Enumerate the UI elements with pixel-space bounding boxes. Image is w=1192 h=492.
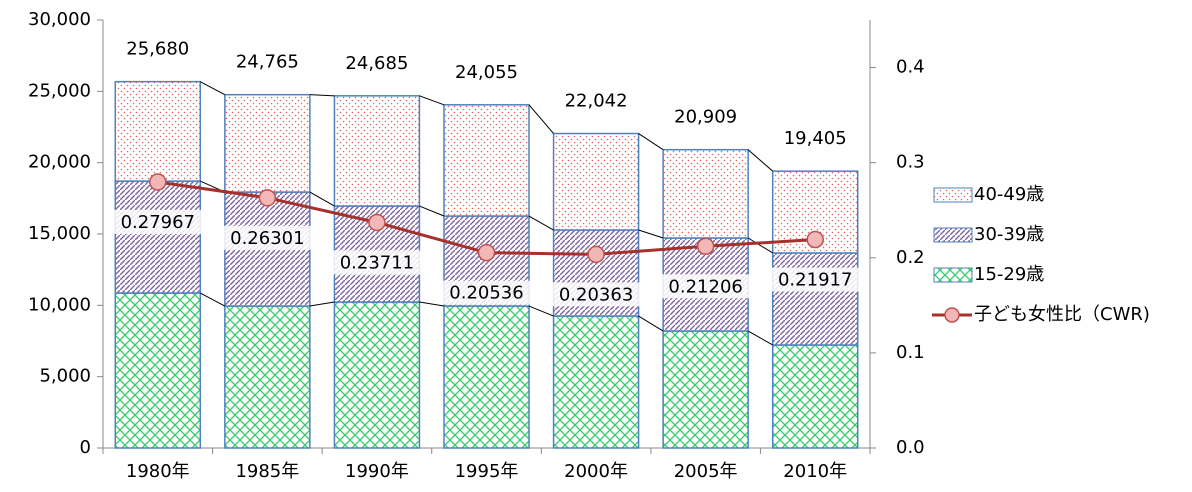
legend-label: 子ども女性比（CWR) <box>974 304 1150 325</box>
x-tick-label: 1990年 <box>345 461 409 482</box>
series-connector <box>747 237 773 254</box>
bar-segment <box>443 104 530 217</box>
legend-label: 40-49歳 <box>974 184 1044 205</box>
series-connector <box>419 95 445 106</box>
bar-segment <box>114 80 202 182</box>
x-tick-label: 2000年 <box>564 461 628 482</box>
y2-tick-label: 0.0 <box>896 437 925 458</box>
line-marker <box>258 189 277 207</box>
label-bg <box>441 280 532 305</box>
legend-label: 30-39歳 <box>974 224 1044 245</box>
bar-segment <box>771 344 859 449</box>
legend-label: 15-29歳 <box>974 264 1044 285</box>
y-tick-label: 5,000 <box>39 366 91 387</box>
series-connector <box>309 191 335 207</box>
series-connector <box>200 292 226 307</box>
bar-segment <box>114 180 202 294</box>
total-label: 19,405 <box>784 128 847 149</box>
bar-segment <box>224 305 311 449</box>
label-bg <box>660 274 751 299</box>
line-marker <box>149 173 167 191</box>
bar-segment <box>333 95 421 207</box>
bar-segment <box>552 132 640 231</box>
x-tick-label: 2005年 <box>674 461 738 482</box>
total-label: 24,765 <box>236 52 299 73</box>
bar-segment <box>771 252 859 346</box>
series-connector <box>638 229 664 239</box>
bar-segment <box>662 148 749 239</box>
series-connector <box>309 94 335 97</box>
total-label: 22,042 <box>565 91 628 112</box>
series-connector <box>638 133 664 151</box>
y-tick-label: 0 <box>80 437 91 458</box>
x-tick-label: 1985年 <box>235 461 299 482</box>
series-connector <box>528 215 554 231</box>
y2-tick-label: 0.2 <box>896 247 925 268</box>
x-tick-label: 1995年 <box>455 461 519 482</box>
y2-tick-label: 0.3 <box>896 152 925 173</box>
y-tick-label: 20,000 <box>28 152 91 173</box>
total-label: 25,680 <box>126 39 189 60</box>
series-connector <box>309 301 335 307</box>
line-marker <box>696 237 715 256</box>
y-tick-label: 25,000 <box>28 80 91 101</box>
x-tick-label: 1980年 <box>126 461 190 482</box>
label-bg <box>222 225 313 250</box>
y2-tick-label: 0.4 <box>896 57 925 78</box>
x-tick-label: 2010年 <box>783 461 847 482</box>
series-connector <box>419 205 445 217</box>
series-connector <box>528 104 554 134</box>
series-connector <box>419 301 445 307</box>
data-label: 0.21206 <box>668 276 742 297</box>
series-connector <box>747 330 773 346</box>
legend-swatch <box>933 267 973 283</box>
total-label: 20,909 <box>674 107 737 128</box>
data-label: 0.20363 <box>559 284 633 305</box>
legend-marker <box>944 307 960 323</box>
data-label: 0.26301 <box>230 228 304 249</box>
label-bg <box>551 282 642 307</box>
y-tick-label: 10,000 <box>28 294 91 315</box>
label-bg <box>112 210 203 235</box>
label-bg <box>770 267 861 292</box>
line-marker <box>477 243 496 262</box>
series-connector <box>747 149 774 172</box>
bar-segment <box>552 315 640 449</box>
y-tick-label: 15,000 <box>28 223 91 244</box>
bar-segment <box>662 330 749 449</box>
total-label: 24,055 <box>455 62 518 83</box>
total-label: 24,685 <box>345 53 408 74</box>
bar-segment <box>333 301 421 449</box>
bar-segment <box>224 93 311 193</box>
y-tick-label: 30,000 <box>28 9 91 30</box>
series-connector <box>528 305 554 317</box>
series-connector <box>200 81 226 96</box>
label-bg <box>331 250 422 275</box>
series-connector <box>638 315 664 332</box>
line-marker <box>587 245 605 264</box>
data-label: 0.20536 <box>449 283 523 304</box>
legend-swatch <box>933 187 973 203</box>
bar-segment <box>114 292 202 449</box>
bar-segment <box>443 305 530 449</box>
legend-swatch <box>933 227 973 243</box>
data-label: 0.21917 <box>778 270 852 291</box>
y2-tick-label: 0.1 <box>896 342 925 363</box>
line-marker <box>368 213 386 232</box>
data-label: 0.23711 <box>340 252 414 273</box>
line-marker <box>806 230 824 249</box>
data-label: 0.27967 <box>121 212 195 233</box>
